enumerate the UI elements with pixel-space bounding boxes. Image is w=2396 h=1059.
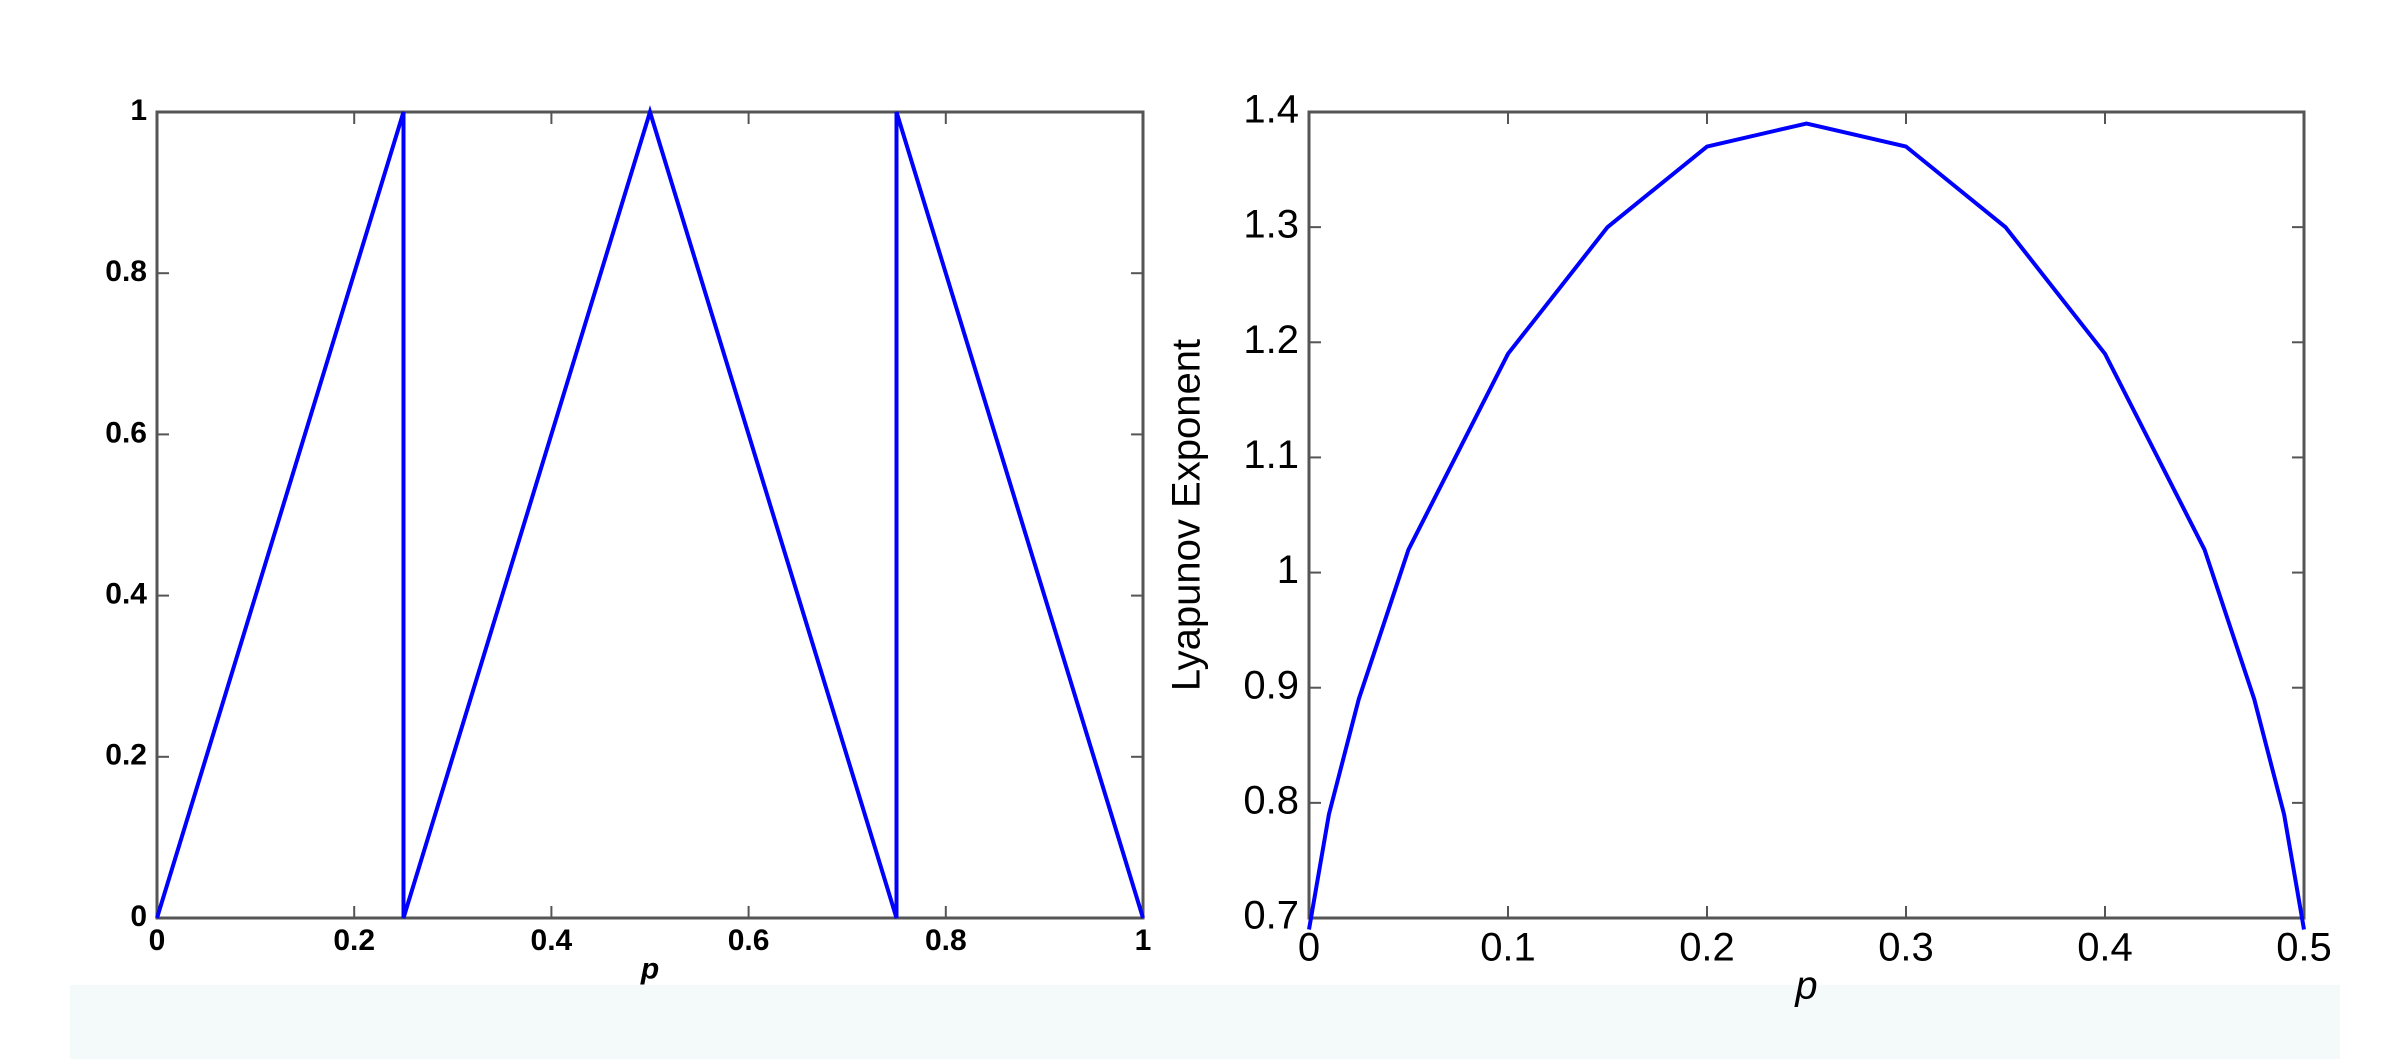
y-tick-label: 1.1 (1243, 433, 1299, 477)
x-tick-label: 0 (1298, 926, 1320, 970)
x-axis-label: p (640, 952, 659, 985)
x-axis-label: p (1794, 964, 1817, 1008)
x-tick-label: 0 (149, 924, 166, 957)
bottom-band (70, 985, 2340, 1059)
left-panel: 0 0.2 0.4 0.6 0.8 1 0 0.2 0.4 0.6 0.8 1 p (105, 94, 1151, 986)
x-tick-label: 0.5 (2276, 926, 2332, 970)
y-tick-label: 1.4 (1243, 88, 1299, 132)
x-tick-label: 0.1 (1480, 926, 1536, 970)
right-panel: 0 0.1 0.2 0.3 0.4 0.5 0.7 0.8 0.9 1 1.1 1.2 1.3 1.4 p L… (1165, 88, 2332, 1008)
y-tick-label: 0.2 (105, 739, 147, 772)
x-tick-label: 1 (1135, 924, 1152, 957)
x-tick-label: 0.6 (728, 924, 770, 957)
y-tick-label: 0.7 (1243, 894, 1299, 938)
y-tick-label: 0 (130, 900, 147, 933)
y-tick-label: 0.8 (1243, 778, 1299, 822)
data-line (1307, 121, 2306, 930)
y-tick-label: 0.6 (105, 416, 147, 449)
x-tick-label: 0.4 (531, 924, 573, 957)
y-tick-label: 0.8 (105, 255, 147, 288)
y-axis-label: Lyapunov Exponent (1165, 339, 1209, 691)
y-tick-label: 1 (130, 94, 147, 127)
x-tick-label: 0.2 (1679, 926, 1735, 970)
plot-area (155, 110, 1145, 920)
y-tick-label: 1.3 (1243, 203, 1299, 247)
y-tick-label: 1 (1277, 548, 1299, 592)
x-tick-label: 0.4 (2077, 926, 2133, 970)
plot-area (1307, 110, 2306, 920)
x-tick-label: 0.2 (333, 924, 375, 957)
y-tick-label: 1.2 (1243, 318, 1299, 362)
data-line (155, 105, 1145, 919)
y-tick-label: 0.4 (105, 578, 147, 611)
y-tick-label: 0.9 (1243, 663, 1299, 707)
x-tick-label: 0.3 (1878, 926, 1934, 970)
x-tick-label: 0.8 (925, 924, 967, 957)
